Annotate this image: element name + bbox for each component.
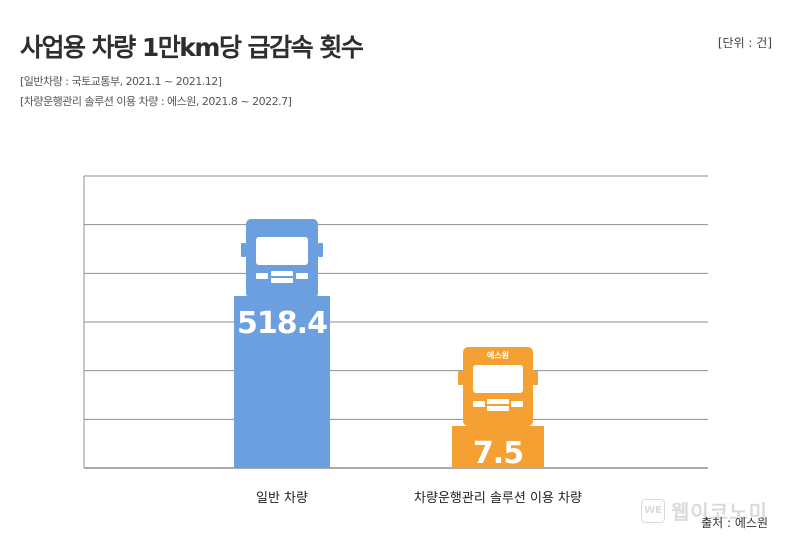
source-note-general: [일반차량 : 국토교통부, 2021.1 ~ 2021.12] bbox=[20, 75, 222, 88]
unit-label: [단위 : 건] bbox=[717, 36, 772, 50]
source-credit: 출처 : 에스원 bbox=[701, 516, 768, 530]
watermark-text: 웹이코노미 bbox=[671, 500, 768, 524]
x-axis-labels: 일반 차량 차량운행관리 솔루션 이용 차량 bbox=[256, 490, 582, 506]
watermark: WE 웹이코노미 bbox=[641, 496, 768, 525]
x-tick-label: 일반 차량 bbox=[256, 491, 308, 506]
bar-group: 518.4 bbox=[234, 219, 330, 468]
truck-windshield bbox=[256, 237, 308, 265]
truck-windshield bbox=[473, 365, 523, 393]
gridlines bbox=[83, 175, 708, 469]
watermark-logo-icon: WE bbox=[641, 498, 665, 523]
bar-value-label: 518.4 bbox=[237, 306, 327, 341]
bar bbox=[452, 426, 544, 468]
bar bbox=[234, 296, 330, 468]
chart-title: 사업용 차량 1만km당 급감속 횟수 bbox=[20, 33, 364, 62]
source-note-solution: [차량운행관리 솔루션 이용 차량 : 에스원, 2021.8 ~ 2022.7… bbox=[20, 95, 292, 108]
x-tick-label: 차량운행관리 솔루션 이용 차량 bbox=[414, 490, 582, 506]
bar-value-label: 7.5 bbox=[473, 436, 523, 471]
truck-badge-label: 에스원 bbox=[487, 350, 509, 360]
bar-group: 에스원 7.5 bbox=[452, 347, 544, 471]
bars: 518.4 에스원 7.5 bbox=[234, 219, 544, 471]
